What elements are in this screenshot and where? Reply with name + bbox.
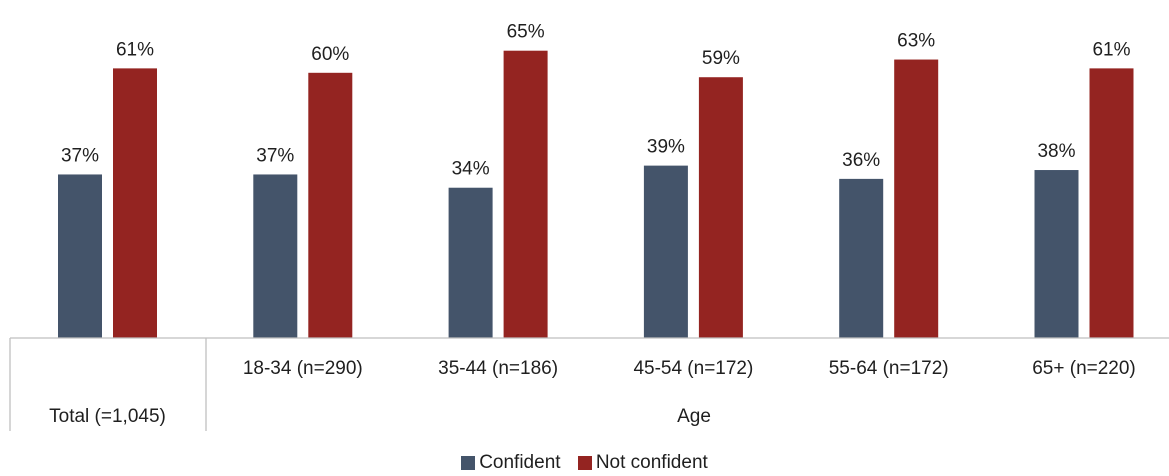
bar-not-confident-3 (699, 77, 743, 338)
category-label-4: 55-64 (n=172) (829, 358, 949, 379)
legend: Confident Not confident (0, 452, 1169, 476)
legend-item-not-confident: Not confident (578, 452, 708, 474)
legend-item-confident: Confident (461, 452, 560, 474)
bar-not-confident-0 (113, 68, 157, 338)
bars-layer (58, 51, 1134, 338)
value-label-confident-4: 36% (842, 150, 880, 171)
legend-swatch-confident (461, 456, 475, 470)
legend-swatch-not-confident (578, 456, 592, 470)
bar-confident-2 (449, 188, 493, 338)
value-label-confident-5: 38% (1037, 141, 1075, 162)
value-label-not-confident-1: 60% (311, 44, 349, 65)
category-label-2: 35-44 (n=186) (438, 358, 558, 379)
bar-confident-0 (58, 174, 102, 338)
bar-confident-4 (839, 179, 883, 338)
legend-label-confident: Confident (479, 452, 560, 474)
age-group-label: Age (677, 406, 711, 427)
bar-not-confident-2 (504, 51, 548, 338)
bar-not-confident-5 (1090, 68, 1134, 338)
value-label-confident-0: 37% (61, 145, 99, 166)
legend-label-not-confident: Not confident (596, 452, 708, 474)
value-label-not-confident-3: 59% (702, 48, 740, 69)
category-label-5: 65+ (n=220) (1032, 358, 1136, 379)
bar-confident-5 (1035, 170, 1079, 338)
value-labels-layer: 37% 37% 34% 39% 36% 38% 61% 60% 65% 59% 63% 61% (61, 22, 1131, 180)
value-label-confident-1: 37% (256, 145, 294, 166)
bar-confident-1 (253, 174, 297, 338)
category-label-1: 18-34 (n=290) (243, 358, 363, 379)
bar-confident-3 (644, 166, 688, 338)
category-label-0: Total (=1,045) (49, 406, 166, 427)
value-label-not-confident-4: 63% (897, 31, 935, 52)
category-axis-table: Age (10, 338, 1169, 431)
value-label-not-confident-5: 61% (1092, 39, 1130, 60)
bar-not-confident-1 (308, 73, 352, 338)
tick-labels-layer: Total (=1,045) 18-34 (n=290) 35-44 (n=186)… (49, 358, 1136, 427)
value-label-not-confident-2: 65% (507, 22, 545, 43)
value-label-confident-2: 34% (452, 159, 490, 180)
value-label-confident-3: 39% (647, 137, 685, 158)
value-label-not-confident-0: 61% (116, 39, 154, 60)
category-label-3: 45-54 (n=172) (633, 358, 753, 379)
bar-not-confident-4 (894, 60, 938, 338)
